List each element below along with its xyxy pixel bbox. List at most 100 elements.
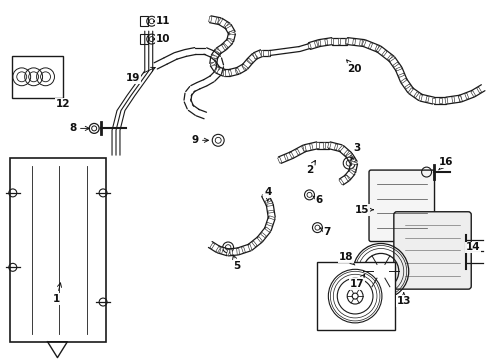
Polygon shape bbox=[425, 96, 428, 102]
Polygon shape bbox=[470, 91, 475, 96]
Text: 5: 5 bbox=[232, 255, 240, 271]
Polygon shape bbox=[338, 179, 343, 185]
Polygon shape bbox=[388, 57, 394, 62]
Polygon shape bbox=[210, 62, 216, 65]
Polygon shape bbox=[349, 159, 355, 163]
Polygon shape bbox=[246, 59, 252, 64]
Polygon shape bbox=[338, 145, 343, 151]
Polygon shape bbox=[241, 64, 246, 70]
Polygon shape bbox=[277, 157, 281, 163]
Polygon shape bbox=[374, 45, 378, 51]
Polygon shape bbox=[222, 43, 227, 49]
FancyBboxPatch shape bbox=[393, 212, 470, 289]
Polygon shape bbox=[209, 243, 214, 249]
Bar bbox=[140, 34, 147, 44]
Polygon shape bbox=[451, 97, 454, 103]
Text: 14: 14 bbox=[465, 243, 480, 252]
FancyBboxPatch shape bbox=[368, 170, 434, 242]
Polygon shape bbox=[334, 144, 337, 150]
Polygon shape bbox=[307, 43, 311, 49]
Polygon shape bbox=[395, 67, 401, 71]
Polygon shape bbox=[284, 154, 287, 161]
Polygon shape bbox=[431, 98, 434, 103]
Text: 20: 20 bbox=[346, 60, 361, 74]
Polygon shape bbox=[228, 30, 234, 35]
Polygon shape bbox=[257, 237, 262, 242]
Polygon shape bbox=[224, 24, 231, 28]
Polygon shape bbox=[216, 48, 221, 54]
Text: 9: 9 bbox=[191, 135, 208, 145]
Polygon shape bbox=[327, 142, 330, 148]
Polygon shape bbox=[349, 168, 355, 172]
Polygon shape bbox=[348, 170, 354, 175]
Polygon shape bbox=[295, 149, 300, 155]
Polygon shape bbox=[259, 50, 263, 56]
Polygon shape bbox=[343, 150, 348, 156]
Polygon shape bbox=[413, 92, 418, 98]
Polygon shape bbox=[226, 249, 229, 255]
Polygon shape bbox=[236, 248, 239, 254]
Polygon shape bbox=[301, 146, 305, 152]
Polygon shape bbox=[392, 62, 398, 67]
Text: 13: 13 bbox=[396, 292, 410, 306]
Polygon shape bbox=[267, 210, 273, 213]
Bar bbox=[140, 16, 147, 26]
Polygon shape bbox=[235, 68, 238, 74]
Polygon shape bbox=[260, 50, 263, 56]
Polygon shape bbox=[352, 39, 355, 45]
Polygon shape bbox=[418, 95, 422, 100]
Polygon shape bbox=[266, 222, 272, 226]
Bar bbox=[12, 56, 63, 98]
Polygon shape bbox=[367, 42, 372, 49]
Polygon shape bbox=[247, 58, 252, 64]
Polygon shape bbox=[344, 175, 349, 181]
Polygon shape bbox=[359, 40, 362, 46]
Polygon shape bbox=[323, 143, 325, 148]
Text: 6: 6 bbox=[312, 195, 323, 205]
Polygon shape bbox=[345, 38, 346, 44]
Polygon shape bbox=[215, 18, 218, 23]
Polygon shape bbox=[264, 199, 270, 203]
Polygon shape bbox=[227, 38, 232, 44]
Polygon shape bbox=[464, 93, 468, 99]
Polygon shape bbox=[211, 54, 217, 59]
Polygon shape bbox=[235, 68, 240, 74]
Text: 10: 10 bbox=[153, 34, 169, 44]
Polygon shape bbox=[247, 244, 251, 251]
Polygon shape bbox=[398, 73, 404, 77]
Polygon shape bbox=[227, 38, 233, 42]
Polygon shape bbox=[221, 44, 226, 50]
Polygon shape bbox=[223, 22, 228, 28]
Text: 12: 12 bbox=[56, 98, 70, 109]
Polygon shape bbox=[444, 98, 447, 104]
Polygon shape bbox=[302, 145, 305, 151]
Polygon shape bbox=[241, 247, 245, 253]
Polygon shape bbox=[219, 247, 223, 253]
Polygon shape bbox=[344, 175, 350, 180]
Polygon shape bbox=[252, 53, 257, 59]
Polygon shape bbox=[266, 203, 272, 206]
Text: 4: 4 bbox=[264, 187, 271, 201]
Polygon shape bbox=[317, 40, 320, 46]
Polygon shape bbox=[314, 41, 317, 47]
Polygon shape bbox=[264, 227, 270, 232]
Text: 8: 8 bbox=[70, 123, 89, 134]
Polygon shape bbox=[476, 87, 481, 93]
Text: 19: 19 bbox=[125, 67, 155, 83]
Polygon shape bbox=[376, 46, 381, 52]
Polygon shape bbox=[324, 39, 327, 45]
Polygon shape bbox=[338, 38, 340, 44]
Polygon shape bbox=[215, 49, 221, 54]
Polygon shape bbox=[386, 55, 392, 60]
Text: 2: 2 bbox=[305, 161, 315, 175]
Text: 3: 3 bbox=[350, 143, 360, 160]
Polygon shape bbox=[438, 98, 441, 103]
Polygon shape bbox=[404, 84, 410, 89]
Text: 17: 17 bbox=[349, 274, 364, 289]
Polygon shape bbox=[229, 31, 235, 35]
Bar bbox=[317, 262, 394, 330]
Polygon shape bbox=[381, 50, 386, 56]
Polygon shape bbox=[345, 38, 348, 44]
Polygon shape bbox=[217, 18, 222, 24]
Polygon shape bbox=[221, 69, 225, 76]
